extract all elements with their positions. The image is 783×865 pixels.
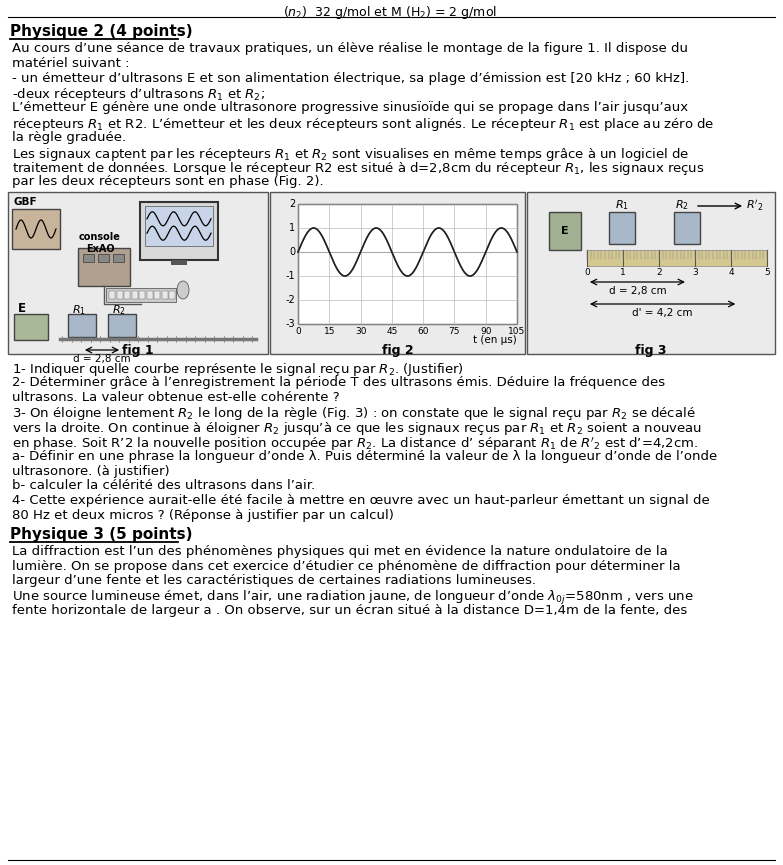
Text: Au cours d’une séance de travaux pratiques, un élève réalise le montage de la fi: Au cours d’une séance de travaux pratiqu… xyxy=(12,42,688,55)
Bar xyxy=(171,260,187,265)
Text: par les deux récepteurs sont en phase (Fig. 2).: par les deux récepteurs sont en phase (F… xyxy=(12,176,323,189)
Text: a- Définir en une phrase la longueur d’onde λ. Puis déterminé la valeur de λ la : a- Définir en une phrase la longueur d’o… xyxy=(12,450,717,463)
Bar xyxy=(12,209,60,249)
Bar xyxy=(298,204,517,324)
Text: 15: 15 xyxy=(323,327,335,336)
Text: 5: 5 xyxy=(764,268,770,277)
Text: 0: 0 xyxy=(289,247,295,257)
Bar xyxy=(161,291,168,299)
Bar xyxy=(98,254,109,262)
Text: 4- Cette expérience aurait-elle été facile à mettre en œuvre avec un haut-parleu: 4- Cette expérience aurait-elle été faci… xyxy=(12,494,709,507)
Bar xyxy=(68,314,96,337)
Text: console
ExAO: console ExAO xyxy=(79,232,121,253)
Text: récepteurs $R_1$ et R2. L’émetteur et les deux récepteurs sont alignés. Le récep: récepteurs $R_1$ et R2. L’émetteur et le… xyxy=(12,116,714,133)
Text: largeur d’une fente et les caractéristiques de certaines radiations lumineuses.: largeur d’une fente et les caractéristiq… xyxy=(12,574,536,587)
Text: t (en μs): t (en μs) xyxy=(473,335,517,345)
Text: en phase. Soit R’2 la nouvelle position occupée par $R_2$. La distance d’ sépara: en phase. Soit R’2 la nouvelle position … xyxy=(12,435,698,452)
Bar xyxy=(674,212,700,244)
Text: vers la droite. On continue à éloigner $R_2$ jusqu’à ce que les signaux reçus pa: vers la droite. On continue à éloigner $… xyxy=(12,420,702,437)
Text: lumière. On se propose dans cet exercice d’étudier ce phénomène de diffraction p: lumière. On se propose dans cet exercice… xyxy=(12,560,680,573)
Text: -deux récepteurs d’ultrasons $R_1$ et $R_2$;: -deux récepteurs d’ultrasons $R_1$ et $R… xyxy=(12,86,265,104)
Text: Physique 3 (5 points): Physique 3 (5 points) xyxy=(10,527,193,541)
Bar xyxy=(132,291,138,299)
Text: b- calculer la célérité des ultrasons dans l’air.: b- calculer la célérité des ultrasons da… xyxy=(12,479,315,492)
Bar xyxy=(145,206,213,246)
Text: 30: 30 xyxy=(355,327,366,336)
Text: la règle graduée.: la règle graduée. xyxy=(12,131,126,144)
Text: E: E xyxy=(561,226,568,236)
Text: $R_2$: $R_2$ xyxy=(675,198,689,212)
Text: 4: 4 xyxy=(728,268,734,277)
Text: fente horizontale de largeur a . On observe, sur un écran situé à la distance D=: fente horizontale de largeur a . On obse… xyxy=(12,604,687,617)
Text: 2: 2 xyxy=(289,199,295,209)
Text: $R'_2$: $R'_2$ xyxy=(746,198,763,213)
Text: 105: 105 xyxy=(508,327,525,336)
Bar xyxy=(270,192,525,354)
Text: $R_1$: $R_1$ xyxy=(615,198,629,212)
Bar xyxy=(140,202,218,260)
Text: L’émetteur E génère une onde ultrasonore progressive sinusïoïde qui se propage d: L’émetteur E génère une onde ultrasonore… xyxy=(12,101,688,114)
Bar xyxy=(113,254,124,262)
Bar xyxy=(117,291,122,299)
Bar xyxy=(169,291,175,299)
Ellipse shape xyxy=(177,281,189,299)
Bar xyxy=(109,291,115,299)
Text: 0: 0 xyxy=(295,327,301,336)
Bar xyxy=(14,314,48,340)
Text: Physique 2 (4 points): Physique 2 (4 points) xyxy=(10,24,193,39)
Text: 1: 1 xyxy=(289,223,295,233)
Text: -1: -1 xyxy=(285,271,295,281)
Bar xyxy=(527,192,775,354)
Text: GBF: GBF xyxy=(13,197,37,207)
Text: matériel suivant :: matériel suivant : xyxy=(12,57,129,70)
Text: -2: -2 xyxy=(285,295,295,305)
Text: 60: 60 xyxy=(417,327,429,336)
Text: d' = 4,2 cm: d' = 4,2 cm xyxy=(633,308,693,318)
Text: E: E xyxy=(18,302,26,315)
Bar xyxy=(549,212,581,250)
Text: $R_1$: $R_1$ xyxy=(72,303,86,317)
Text: 2- Déterminer grâce à l’enregistrement la période T des ultrasons émis. Déduire : 2- Déterminer grâce à l’enregistrement l… xyxy=(12,375,665,388)
Text: 45: 45 xyxy=(386,327,398,336)
Bar xyxy=(146,291,153,299)
Bar xyxy=(108,314,136,337)
Text: 3- On éloigne lentement $R_2$ le long de la règle (Fig. 3) : on constate que le : 3- On éloigne lentement $R_2$ le long de… xyxy=(12,406,695,422)
Text: 75: 75 xyxy=(449,327,460,336)
Text: fig 1: fig 1 xyxy=(122,344,153,357)
Text: ultrasons. La valeur obtenue est-elle cohérente ?: ultrasons. La valeur obtenue est-elle co… xyxy=(12,391,340,404)
Text: La diffraction est l’un des phénomènes physiques qui met en évidence la nature o: La diffraction est l’un des phénomènes p… xyxy=(12,545,668,558)
Bar xyxy=(8,192,268,354)
Text: 0: 0 xyxy=(584,268,590,277)
Text: ultrasonore. (à justifier): ultrasonore. (à justifier) xyxy=(12,465,170,477)
Text: traitement de données. Lorsque le récepteur R2 est situé à d=2,8cm du récepteur : traitement de données. Lorsque le récept… xyxy=(12,160,705,177)
Bar xyxy=(78,248,130,286)
Text: Une source lumineuse émet, dans l’air, une radiation jaune, de longueur d’onde $: Une source lumineuse émet, dans l’air, u… xyxy=(12,589,694,607)
Text: d = 2,8 cm: d = 2,8 cm xyxy=(608,286,666,296)
Text: 90: 90 xyxy=(480,327,492,336)
Text: fig 2: fig 2 xyxy=(381,344,413,357)
Text: 3: 3 xyxy=(692,268,698,277)
Text: $R_2$: $R_2$ xyxy=(112,303,126,317)
Text: Les signaux captent par les récepteurs $R_1$ et $R_2$ sont visualises en même te: Les signaux captent par les récepteurs $… xyxy=(12,145,689,163)
Bar xyxy=(139,291,145,299)
Bar xyxy=(124,291,130,299)
Text: $(n_2)$  32 g/mol et M (H$_2$) = 2 g/mol: $(n_2)$ 32 g/mol et M (H$_2$) = 2 g/mol xyxy=(283,4,497,21)
Text: -3: -3 xyxy=(285,319,295,329)
Text: 1: 1 xyxy=(620,268,626,277)
Bar xyxy=(587,250,767,266)
Text: 80 Hz et deux micros ? (Réponse à justifier par un calcul): 80 Hz et deux micros ? (Réponse à justif… xyxy=(12,509,394,522)
Text: d = 2,8 cm: d = 2,8 cm xyxy=(73,354,131,364)
Text: 1- Indiquer quelle courbe représente le signal reçu par $R_2$. (Justifier): 1- Indiquer quelle courbe représente le … xyxy=(12,361,464,378)
Text: fig 3: fig 3 xyxy=(635,344,667,357)
Bar xyxy=(609,212,635,244)
Text: 2: 2 xyxy=(656,268,662,277)
Bar xyxy=(83,254,94,262)
Bar xyxy=(106,288,176,302)
Bar xyxy=(154,291,160,299)
Text: - un émetteur d’ultrasons E et son alimentation électrique, sa plage d’émission : - un émetteur d’ultrasons E et son alime… xyxy=(12,72,689,85)
